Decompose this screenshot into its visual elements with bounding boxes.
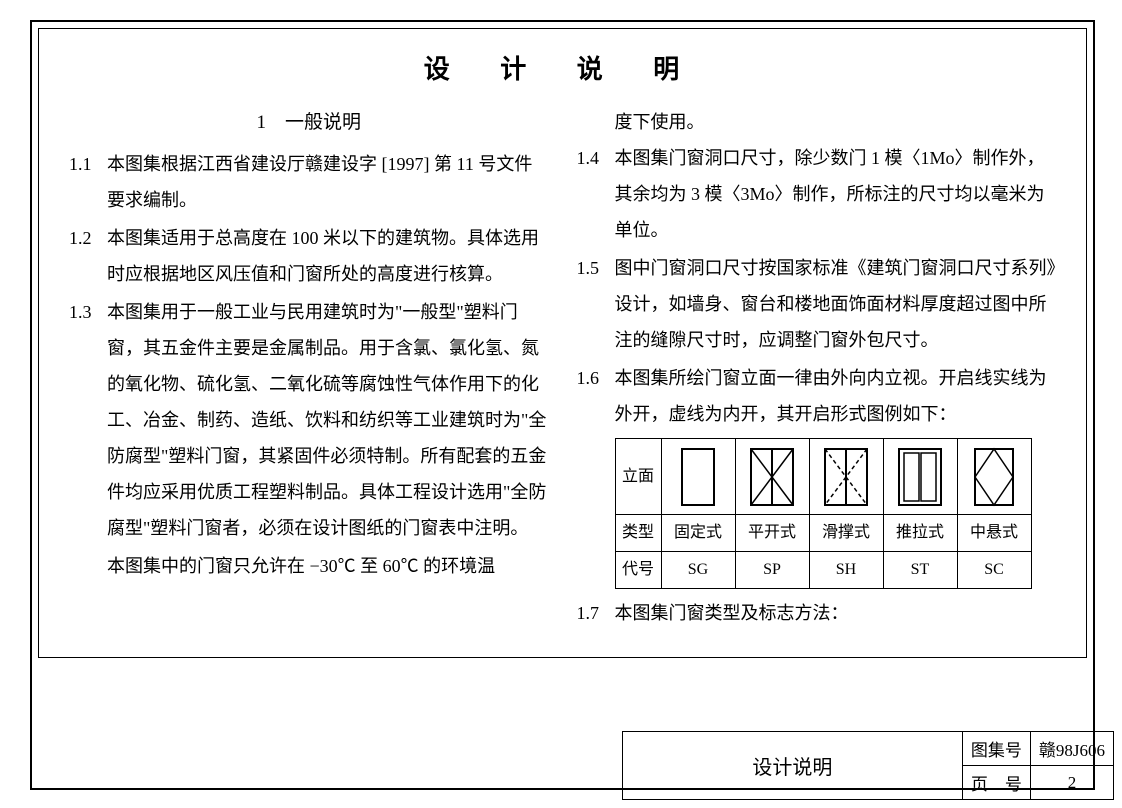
code-cell: SG (661, 552, 735, 589)
item-number: 1.3 (69, 294, 107, 546)
code-cell: ST (883, 552, 957, 589)
label-text: 立面 (620, 464, 657, 490)
row-elevation-label: 立面 (615, 439, 661, 515)
item-text: 本图集所绘门窗立面一律由外向内立视。开启线实线为外开，虚线为内开，其开启形式图例… (615, 360, 1057, 432)
page-value: 2 (1030, 766, 1113, 800)
two-column-layout: 1 一般说明 1.1 本图集根据江西省建设厅赣建设字 [1997] 第 11 号… (69, 104, 1056, 633)
item-text: 本图集根据江西省建设厅赣建设字 [1997] 第 11 号文件要求编制。 (107, 146, 549, 218)
item-text: 本图集门窗类型及标志方法： (615, 595, 1057, 631)
item-1-6: 1.6 本图集所绘门窗立面一律由外向内立视。开启线实线为外开，虚线为内开，其开启… (577, 360, 1057, 432)
type-cell: 平开式 (735, 515, 809, 552)
item-1-2: 1.2 本图集适用于总高度在 100 米以下的建筑物。具体选用时应根据地区风压值… (69, 220, 549, 292)
type-cell: 中悬式 (957, 515, 1031, 552)
casement-window-icon (735, 439, 809, 515)
titleblock-label: 设计说明 (622, 732, 962, 800)
item-1-7: 1.7 本图集门窗类型及标志方法： (577, 595, 1057, 631)
item-1-3: 1.3 本图集用于一般工业与民用建筑时为"一般型"塑料门窗，其五金件主要是金属制… (69, 294, 549, 546)
type-cell: 推拉式 (883, 515, 957, 552)
item-1-1: 1.1 本图集根据江西省建设厅赣建设字 [1997] 第 11 号文件要求编制。 (69, 146, 549, 218)
right-column: 度下使用。 1.4 本图集门窗洞口尺寸，除少数门 1 模〈1Mo〉制作外，其余均… (577, 104, 1057, 633)
item-number: 1.1 (69, 146, 107, 218)
item-text: 本图集适用于总高度在 100 米以下的建筑物。具体选用时应根据地区风压值和门窗所… (107, 220, 549, 292)
item-text: 本图集用于一般工业与民用建筑时为"一般型"塑料门窗，其五金件主要是金属制品。用于… (107, 294, 549, 546)
friction-stay-window-icon (809, 439, 883, 515)
item-text: 本图集门窗洞口尺寸，除少数门 1 模〈1Mo〉制作外，其余均为 3 模〈3Mo〉… (615, 140, 1057, 248)
item-text: 图中门窗洞口尺寸按国家标准《建筑门窗洞口尺寸系列》设计，如墙身、窗台和楼地面饰面… (615, 250, 1057, 358)
item-number: 1.7 (577, 595, 615, 631)
fixed-window-icon (661, 439, 735, 515)
section-heading: 1 一般说明 (69, 104, 549, 142)
page-title: 设 计 说 明 (69, 49, 1056, 86)
left-column: 1 一般说明 1.1 本图集根据江西省建设厅赣建设字 [1997] 第 11 号… (69, 104, 549, 633)
item-number: 1.6 (577, 360, 615, 432)
content-frame: 设 计 说 明 1 一般说明 1.1 本图集根据江西省建设厅赣建设字 [1997… (38, 28, 1087, 658)
title-block: 设计说明 图集号 赣98J606 页 号 2 (622, 731, 1114, 800)
code-cell: SC (957, 552, 1031, 589)
item-1-5: 1.5 图中门窗洞口尺寸按国家标准《建筑门窗洞口尺寸系列》设计，如墙身、窗台和楼… (577, 250, 1057, 358)
row-type-label: 类型 (615, 515, 661, 552)
album-key: 图集号 (962, 732, 1030, 766)
item-number: 1.2 (69, 220, 107, 292)
sliding-window-icon (883, 439, 957, 515)
item-number: 1.4 (577, 140, 615, 248)
pivot-window-icon (957, 439, 1031, 515)
code-cell: SP (735, 552, 809, 589)
item-number: 1.5 (577, 250, 615, 358)
type-cell: 滑撑式 (809, 515, 883, 552)
item-1-4: 1.4 本图集门窗洞口尺寸，除少数门 1 模〈1Mo〉制作外，其余均为 3 模〈… (577, 140, 1057, 248)
page-key: 页 号 (962, 766, 1030, 800)
item-1-3-cont2: 度下使用。 (577, 104, 1057, 140)
album-value: 赣98J606 (1030, 732, 1113, 766)
item-1-3-cont: 本图集中的门窗只允许在 −30℃ 至 60℃ 的环境温 (69, 548, 549, 584)
row-code-label: 代号 (615, 552, 661, 589)
type-cell: 固定式 (661, 515, 735, 552)
code-cell: SH (809, 552, 883, 589)
window-type-table: 立面 (615, 438, 1032, 589)
